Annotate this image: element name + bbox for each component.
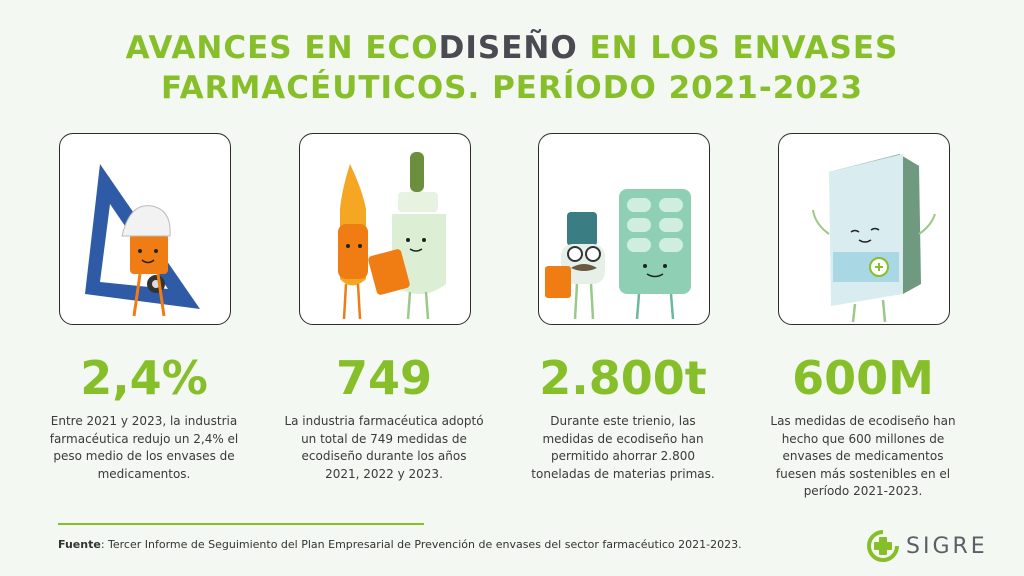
title-part-eco: AVANCES EN ECO <box>125 30 439 66</box>
page-title: AVANCES EN ECODISEÑO EN LOS ENVASES FARM… <box>0 28 1024 108</box>
illustration-card-4 <box>778 133 950 325</box>
stat-description-2: La industria farmacéutica adoptó un tota… <box>284 414 484 481</box>
source-label: Fuente <box>58 538 101 551</box>
stat-value-1: 2,4% <box>80 351 208 405</box>
source-note: Fuente: Tercer Informe de Seguimiento de… <box>58 538 742 551</box>
sigre-logo: SIGRE <box>866 528 1006 564</box>
stat-description-4: Las medidas de ecodiseño han hecho que 6… <box>770 414 956 498</box>
dropper-and-blister-characters-icon <box>545 189 691 320</box>
logo-text: SIGRE <box>906 534 988 559</box>
set-square-character-icon <box>85 164 200 317</box>
title-part-envases: EN LOS ENVASES <box>577 30 899 66</box>
medicine-box-character-icon <box>812 154 936 323</box>
stat-value-3: 2.800t <box>539 351 707 405</box>
stat-description-1: Entre 2021 y 2023, la industria farmacéu… <box>49 414 239 481</box>
illustration-card-3 <box>538 133 710 325</box>
stat-description-3: Durante este trienio, las medidas de eco… <box>531 414 715 481</box>
stat-value-2: 749 <box>335 351 433 405</box>
sigre-cross-icon <box>867 530 899 562</box>
title-part-diseno: DISEÑO <box>438 30 578 66</box>
title-line-2: FARMACÉUTICOS. PERÍODO 2021-2023 <box>160 70 864 106</box>
footer-divider <box>58 523 424 525</box>
illustration-card-2 <box>299 133 471 325</box>
illustration-card-1 <box>59 133 231 325</box>
ampoule-and-bottle-characters-icon <box>338 152 446 320</box>
source-text: : Tercer Informe de Seguimiento del Plan… <box>100 538 742 551</box>
stat-value-4: 600M <box>792 351 934 405</box>
